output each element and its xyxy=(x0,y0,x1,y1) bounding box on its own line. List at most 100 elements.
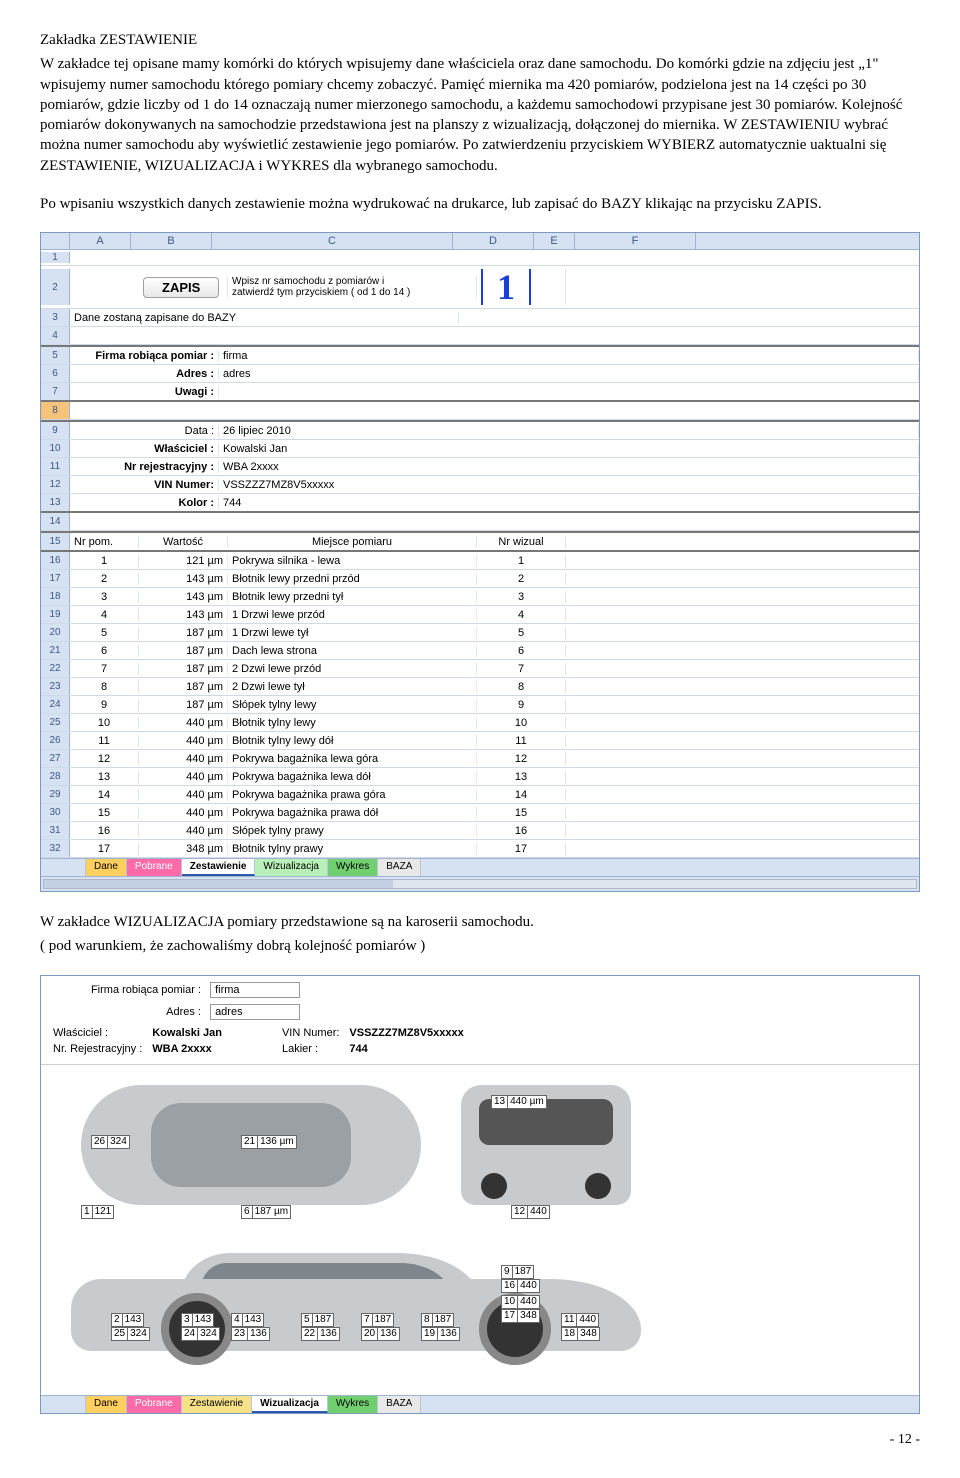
zapis-button[interactable]: ZAPIS xyxy=(143,277,219,298)
table-row[interactable]: 2813440 µmPokrywa bagażnika lewa dół13 xyxy=(41,768,919,786)
table-row[interactable]: 172143 µmBłotnik lewy przedni przód2 xyxy=(41,570,919,588)
nrrej-value[interactable]: WBA 2xxxx xyxy=(219,461,919,473)
measurement-callout: 3143 xyxy=(181,1313,214,1327)
table-row[interactable]: 238187 µm2 Dzwi lewe tył8 xyxy=(41,678,919,696)
para-2: Po wpisaniu wszystkich danych zestawieni… xyxy=(40,194,920,214)
spreadsheet-zestawienie: A B C D E F 1 2 ZAPIS Wpisz nr samochodu… xyxy=(40,232,920,892)
kolor-value[interactable]: 744 xyxy=(219,497,919,509)
table-row[interactable]: 2510440 µmBłotnik tylny lewy10 xyxy=(41,714,919,732)
table-row[interactable]: 2611440 µmBłotnik tylny lewy dół11 xyxy=(41,732,919,750)
rownum[interactable]: 2 xyxy=(41,269,70,305)
zapis-info: Dane zostaną zapisane do BAZY xyxy=(70,312,459,324)
viz-adres-input[interactable] xyxy=(210,1004,300,1020)
table-row[interactable]: 216187 µmDach lewa strona6 xyxy=(41,642,919,660)
viz-adres-label: Adres : xyxy=(51,1006,207,1018)
data-value[interactable]: 26 lipiec 2010 xyxy=(219,425,919,437)
rownum[interactable]: 3 xyxy=(41,309,70,326)
measurement-callout: 21136 µm xyxy=(241,1135,297,1149)
th-nrpom: Nr pom. xyxy=(70,536,139,548)
measurement-callout: 18348 xyxy=(561,1327,600,1341)
para-4: ( pod warunkiem, że zachowaliśmy dobrą k… xyxy=(40,936,920,956)
measurement-callout: 1121 xyxy=(81,1205,114,1219)
table-row[interactable]: 2914440 µmPokrywa bagażnika prawa góra14 xyxy=(41,786,919,804)
col-B[interactable]: B xyxy=(131,233,212,249)
col-A[interactable]: A xyxy=(70,233,131,249)
vin-label: VIN Numer: xyxy=(70,479,219,491)
measurement-callout: 8187 xyxy=(421,1313,454,1327)
table-row[interactable]: 205187 µm1 Drzwi lewe tył5 xyxy=(41,624,919,642)
table-row[interactable]: 3015440 µmPokrywa bagażnika prawa dół15 xyxy=(41,804,919,822)
car-side-view xyxy=(71,1245,641,1365)
measurement-callout: 20136 xyxy=(361,1327,400,1341)
table-row[interactable]: 2712440 µmPokrywa bagażnika lewa góra12 xyxy=(41,750,919,768)
tab-dane[interactable]: Dane xyxy=(86,859,127,876)
table-row[interactable]: 183143 µmBłotnik lewy przedni tył3 xyxy=(41,588,919,606)
measurement-callout: 12440 xyxy=(511,1205,550,1219)
measurement-callout: 24324 xyxy=(181,1327,220,1341)
tab-wykres[interactable]: Wykres xyxy=(328,1396,378,1413)
firma-value[interactable]: firma xyxy=(219,350,919,362)
measurement-callout: 13440 µm xyxy=(491,1095,547,1109)
col-C[interactable]: C xyxy=(212,233,453,249)
table-row[interactable]: 3116440 µmSłópek tylny prawy16 xyxy=(41,822,919,840)
tab-zestawienie[interactable]: Zestawienie xyxy=(182,859,256,876)
tab-pobrane[interactable]: Pobrane xyxy=(127,1396,182,1413)
table-row[interactable]: 3217348 µmBłotnik tylny prawy17 xyxy=(41,840,919,858)
measurement-callout: 17348 xyxy=(501,1309,540,1323)
tab-wizualizacja[interactable]: Wizualizacja xyxy=(255,859,328,876)
table-row[interactable]: 249187 µmSłópek tylny lewy9 xyxy=(41,696,919,714)
measurement-callout: 9187 xyxy=(501,1265,534,1279)
horizontal-scrollbar[interactable] xyxy=(41,876,919,891)
table-row[interactable]: 194143 µm1 Drzwi lewe przód4 xyxy=(41,606,919,624)
nrrej-label: Nr rejestracyjny : xyxy=(70,461,219,473)
measurement-callout: 22136 xyxy=(301,1327,340,1341)
viz-sheet-tabs: Dane Pobrane Zestawienie Wizualizacja Wy… xyxy=(41,1395,919,1413)
measurement-callout: 16440 xyxy=(501,1279,540,1293)
kolor-label: Kolor : xyxy=(70,497,219,509)
measurement-callout: 11440 xyxy=(561,1313,599,1327)
tab-baza[interactable]: BAZA xyxy=(378,1396,421,1413)
tab-zestawienie[interactable]: Zestawienie xyxy=(182,1396,252,1413)
measurement-callout: 5187 xyxy=(301,1313,334,1327)
measurement-callout: 7187 xyxy=(361,1313,394,1327)
data-label: Data : xyxy=(70,425,219,437)
wpisz-info: Wpisz nr samochodu z pomiarów i zatwierd… xyxy=(228,276,477,298)
measurement-callout: 6187 µm xyxy=(241,1205,291,1219)
col-F[interactable]: F xyxy=(575,233,696,249)
table-row[interactable]: 227187 µm2 Dzwi lewe przód7 xyxy=(41,660,919,678)
viz-firma-label: Firma robiąca pomiar : xyxy=(51,984,207,996)
measurement-callout: 10440 xyxy=(501,1295,540,1309)
th-miejsce: Miejsce pomiaru xyxy=(228,536,477,548)
tab-wizualizacja[interactable]: Wizualizacja xyxy=(252,1396,328,1413)
tab-baza[interactable]: BAZA xyxy=(378,859,421,876)
th-wartosc: Wartość xyxy=(139,536,228,548)
car-number-input[interactable]: 1 xyxy=(481,269,531,305)
vin-value[interactable]: VSSZZZ7MZ8V5xxxxx xyxy=(219,479,919,491)
column-header-row: A B C D E F xyxy=(41,233,919,250)
col-E[interactable]: E xyxy=(534,233,575,249)
measurement-callout: 23136 xyxy=(231,1327,270,1341)
measurement-callout: 2143 xyxy=(111,1313,144,1327)
adres-label: Adres : xyxy=(70,368,219,380)
th-nrwiz: Nr wizual xyxy=(477,536,566,548)
measurement-callout: 4143 xyxy=(231,1313,264,1327)
rownum[interactable]: 1 xyxy=(41,252,70,263)
measurement-callout: 19136 xyxy=(421,1327,460,1341)
car-diagram: 26324 21136 µm 1121 6187 µm 13440 µm 12440 214… xyxy=(41,1064,919,1395)
wlasciciel-value[interactable]: Kowalski Jan xyxy=(219,443,919,455)
table-row[interactable]: 161121 µmPokrywa silnika - lewa1 xyxy=(41,552,919,570)
uwagi-label: Uwagi : xyxy=(70,386,219,398)
measurement-callout: 25324 xyxy=(111,1327,150,1341)
sheet-tabs: Dane Pobrane Zestawienie Wizualizacja Wy… xyxy=(41,858,919,876)
viz-info-table: Właściciel :Kowalski Jan VIN Numer:VSSZZ… xyxy=(51,1024,474,1058)
wlasciciel-label: Właściciel : xyxy=(70,443,219,455)
wizualizacja-panel: Firma robiąca pomiar : Adres : Właścicie… xyxy=(40,975,920,1414)
viz-firma-input[interactable] xyxy=(210,982,300,998)
tab-dane[interactable]: Dane xyxy=(86,1396,127,1413)
col-D[interactable]: D xyxy=(453,233,534,249)
adres-value[interactable]: adres xyxy=(219,368,919,380)
heading-zestawienie: Zakładka ZESTAWIENIE xyxy=(40,30,920,50)
tab-pobrane[interactable]: Pobrane xyxy=(127,859,182,876)
tab-wykres[interactable]: Wykres xyxy=(328,859,378,876)
measurement-callout: 26324 xyxy=(91,1135,130,1149)
